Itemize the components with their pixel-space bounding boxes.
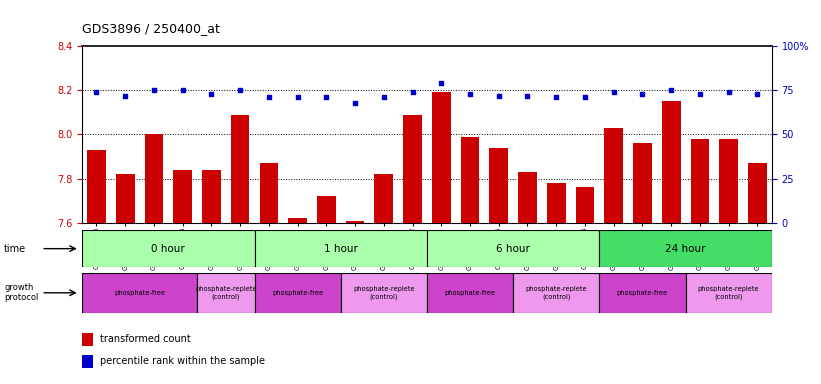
Text: percentile rank within the sample: percentile rank within the sample [100,356,265,366]
Point [636,91,649,97]
Text: phosphate-replete
(control): phosphate-replete (control) [195,286,257,300]
Bar [317,196,336,223]
Point [665,87,678,93]
Bar [690,139,709,223]
Bar [82,355,94,368]
Point [578,94,591,100]
Bar [686,273,772,313]
Bar [173,170,192,223]
Point [607,89,621,95]
Text: time: time [4,243,26,254]
Text: 0 hour: 0 hour [151,243,186,254]
Text: growth
protocol: growth protocol [4,283,39,303]
Bar [427,273,513,313]
Bar [346,220,365,223]
Bar [599,230,772,267]
Point [492,93,505,99]
Bar [461,137,479,223]
Bar [513,273,599,313]
Bar [427,230,599,267]
Bar [144,134,163,223]
Text: phosphate-replete
(control): phosphate-replete (control) [353,286,415,300]
Text: GDS3896 / 250400_at: GDS3896 / 250400_at [82,22,220,35]
Bar [82,273,197,313]
Point [263,94,276,100]
Point [693,91,706,97]
Point [119,93,132,99]
Bar [547,183,566,223]
Bar [518,172,537,223]
Text: 6 hour: 6 hour [496,243,530,254]
Bar [288,218,307,223]
Bar [432,93,451,223]
Bar [633,143,652,223]
Bar [82,230,255,267]
Point [349,99,362,106]
Point [750,91,764,97]
Text: phosphate-replete
(control): phosphate-replete (control) [525,286,587,300]
Text: 24 hour: 24 hour [665,243,706,254]
Point [463,91,476,97]
Point [378,94,391,100]
Bar [116,174,135,223]
Point [291,94,304,100]
Point [435,80,448,86]
Bar [82,333,94,346]
Bar [259,163,278,223]
Bar [599,273,686,313]
Point [722,89,736,95]
Bar [87,150,106,223]
Bar [231,114,250,223]
Point [406,89,419,95]
Point [234,87,247,93]
Bar [748,163,767,223]
Point [176,87,189,93]
Bar [374,174,393,223]
Text: phosphate-free: phosphate-free [617,290,668,296]
Bar [576,187,594,223]
Point [148,87,161,93]
Text: transformed count: transformed count [100,334,191,344]
Text: 1 hour: 1 hour [323,243,358,254]
Bar [255,230,427,267]
Bar [197,273,255,313]
Bar [662,101,681,223]
Text: phosphate-replete
(control): phosphate-replete (control) [698,286,759,300]
Point [205,91,218,97]
Point [320,94,333,100]
Text: phosphate-free: phosphate-free [114,290,165,296]
Bar [341,273,427,313]
Point [90,89,103,95]
Text: phosphate-free: phosphate-free [444,290,496,296]
Bar [604,128,623,223]
Bar [202,170,221,223]
Bar [719,139,738,223]
Bar [489,147,508,223]
Bar [255,273,341,313]
Bar [403,114,422,223]
Text: phosphate-free: phosphate-free [272,290,323,296]
Point [521,93,534,99]
Point [549,94,562,100]
